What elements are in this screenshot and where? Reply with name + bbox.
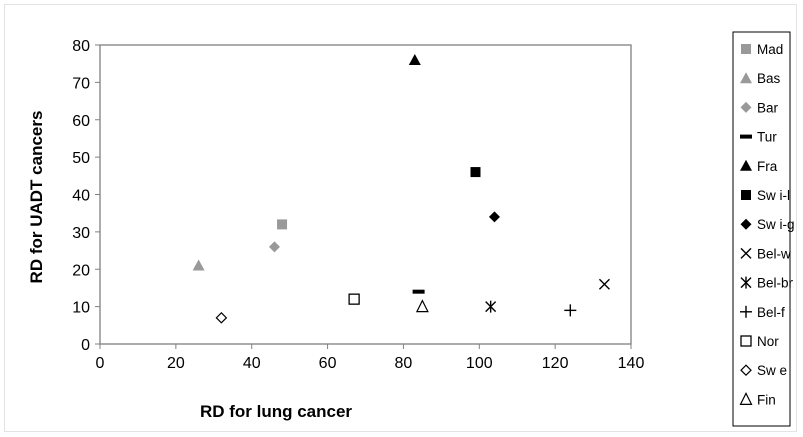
legend-label-bel-br: Bel-br <box>757 276 794 291</box>
x-tick-label: 100 <box>466 355 493 372</box>
legend-marker-mad <box>741 44 751 54</box>
y-tick-label: 30 <box>72 225 90 242</box>
y-tick-label: 10 <box>72 300 90 317</box>
legend-label-mad: Mad <box>757 42 783 57</box>
y-tick-label: 20 <box>72 262 90 279</box>
data-points <box>192 53 610 324</box>
legend: Mad Bas Bar Tur Fra Sw i-l Sw i-g Bel-w Bel-br Be… <box>732 31 795 427</box>
point-tur <box>412 289 425 294</box>
x-tick-label: 60 <box>319 355 337 372</box>
legend-marker-bar <box>740 101 752 113</box>
point-bel-w <box>598 278 610 290</box>
legend-box <box>732 31 791 427</box>
y-tick-label: 70 <box>72 75 90 92</box>
point-bas <box>192 259 205 271</box>
x-axis-title: RD for lung cancer <box>200 402 352 421</box>
y-axis-title: RD for UADT cancers <box>27 111 46 284</box>
x-tick-label: 40 <box>243 355 261 372</box>
point-bel-f <box>564 304 577 317</box>
x-tick-label: 0 <box>96 355 105 372</box>
point-sw-i-l <box>470 167 481 178</box>
point-sw-e <box>215 311 228 324</box>
y-tick-label: 60 <box>72 113 90 130</box>
plot-area <box>99 44 632 345</box>
y-tick-label: 0 <box>81 337 90 354</box>
legend-marker-sw-i-l <box>741 190 751 200</box>
legend-label-bar: Bar <box>757 100 779 115</box>
legend-marker-fra <box>740 159 752 171</box>
legend-label-sw-i-l: Sw i-l <box>757 188 790 203</box>
scatter-chart: 0 20 40 60 80 100 120 140 0 10 20 30 40 50 60 70 80 RD … <box>27 31 795 427</box>
legend-marker-bel-br <box>740 276 752 289</box>
x-tick-label: 20 <box>167 355 185 372</box>
x-tick-labels: 0 20 40 60 80 100 120 140 <box>96 344 645 372</box>
legend-label-tur: Tur <box>757 130 777 145</box>
legend-label-sw-e: Sw e <box>757 363 787 378</box>
legend-marker-nor <box>740 335 752 347</box>
x-tick-label: 140 <box>618 355 645 372</box>
point-bel-br <box>485 300 497 313</box>
legend-marker-bas <box>740 72 752 84</box>
point-nor <box>348 293 360 305</box>
legend-label-bel-f: Bel-f <box>757 305 785 320</box>
legend-marker-sw-e <box>740 364 752 377</box>
legend-label-fra: Fra <box>757 159 778 174</box>
y-tick-labels: 0 10 20 30 40 50 60 70 80 <box>72 38 100 354</box>
x-tick-label: 120 <box>542 355 569 372</box>
legend-label-bel-w: Bel-w <box>757 246 791 261</box>
legend-label-bas: Bas <box>757 71 781 86</box>
y-tick-label: 40 <box>72 188 90 205</box>
point-mad <box>277 219 288 230</box>
legend-marker-fin <box>739 392 753 405</box>
point-fin <box>415 299 429 313</box>
y-tick-label: 80 <box>72 38 90 55</box>
legend-label-nor: Nor <box>757 334 779 349</box>
plot-box <box>99 44 632 345</box>
legend-marker-bel-w <box>740 247 752 259</box>
legend-label-fin: Fin <box>757 392 776 407</box>
point-sw-i-g <box>488 211 500 223</box>
legend-label-sw-i-g: Sw i-g <box>757 217 795 232</box>
chart-frame: 0 20 40 60 80 100 120 140 0 10 20 30 40 50 60 70 80 RD … <box>4 4 797 432</box>
point-bar <box>268 241 280 253</box>
legend-marker-sw-i-g <box>740 218 752 230</box>
legend-marker-bel-f <box>740 305 752 318</box>
x-tick-label: 80 <box>395 355 413 372</box>
point-fra <box>408 53 421 65</box>
legend-marker-tur <box>740 134 752 139</box>
y-tick-label: 50 <box>72 150 90 167</box>
